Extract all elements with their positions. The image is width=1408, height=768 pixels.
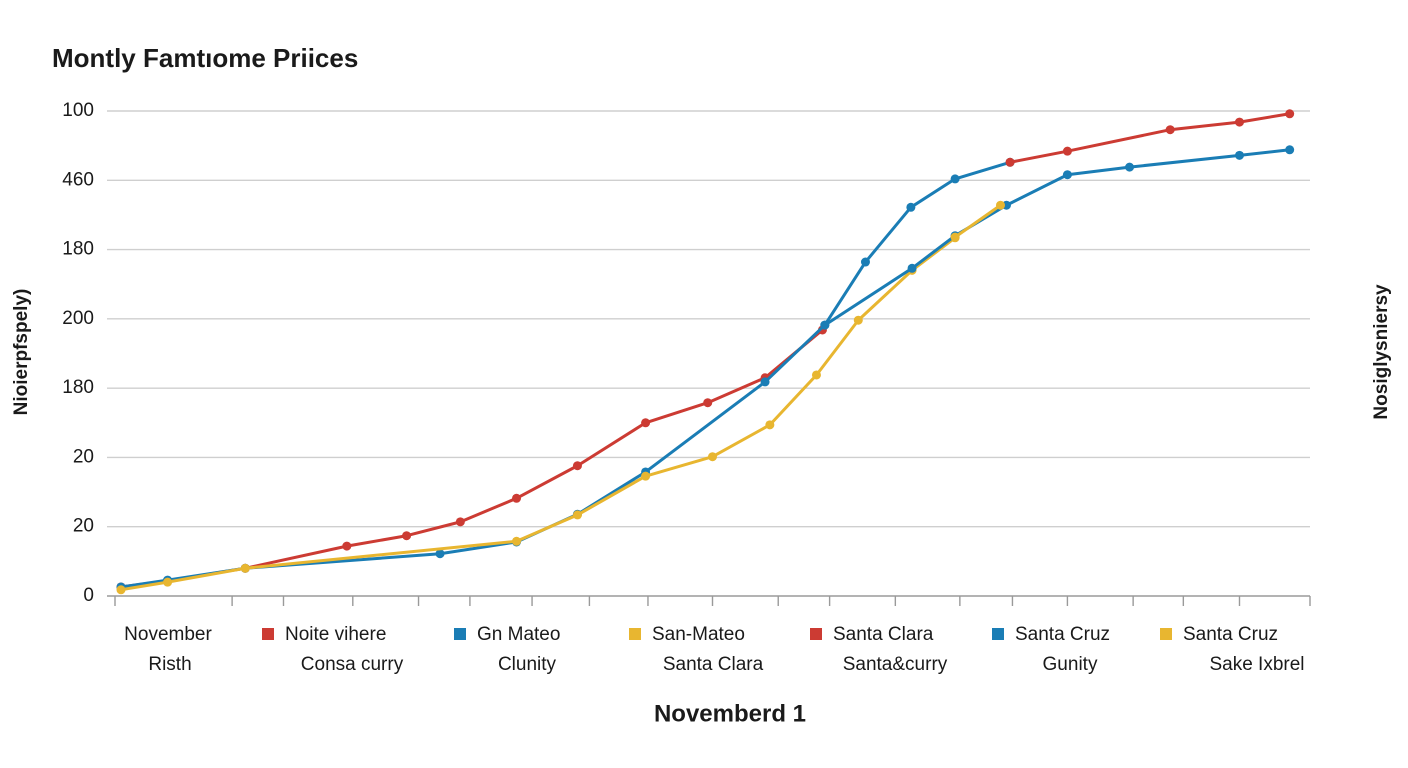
data-point	[950, 174, 960, 184]
data-point	[572, 510, 582, 520]
legend-swatch	[629, 628, 641, 640]
legend-label: Noite vihere	[285, 624, 386, 645]
data-point	[1234, 150, 1244, 160]
legend-label: Santa Cruz	[1015, 624, 1110, 645]
y2-axis-title: Nosiglysniersy	[1371, 284, 1392, 420]
legend-label: Clunity	[498, 654, 557, 675]
data-point	[853, 315, 863, 325]
data-point	[950, 232, 960, 242]
series-line	[120, 236, 956, 592]
legend-label: Sake Ixbrel	[1209, 654, 1304, 675]
series-line	[954, 204, 1002, 239]
y-axis-title: Nioierpfspely)	[11, 289, 32, 416]
data-point	[860, 257, 870, 267]
legend-label: Santa&curry	[843, 654, 948, 675]
data-point	[907, 263, 917, 273]
data-point	[163, 577, 173, 587]
legend-label: Santa Clara	[663, 654, 764, 675]
y-tick-label: 0	[83, 585, 94, 606]
data-point	[342, 541, 352, 551]
data-point	[1285, 145, 1295, 155]
data-point	[820, 320, 830, 330]
data-point	[240, 563, 250, 573]
data-point	[811, 370, 821, 380]
data-point	[641, 471, 651, 481]
legend-label: Santa Clara	[833, 624, 934, 645]
data-point	[1234, 117, 1244, 127]
data-point	[1062, 170, 1072, 180]
y-tick-label: 100	[62, 100, 94, 121]
data-point	[1062, 146, 1072, 156]
data-point	[760, 377, 770, 387]
legend-label: Consa curry	[301, 654, 404, 675]
x-category-label: November	[124, 624, 212, 645]
legend-swatch	[810, 628, 822, 640]
data-point	[512, 493, 522, 503]
data-point	[512, 536, 522, 546]
data-point	[455, 517, 465, 527]
legend-label: Gunity	[1043, 654, 1098, 675]
data-point	[116, 585, 126, 595]
y-tick-label: 20	[73, 446, 94, 467]
data-point	[765, 420, 775, 430]
legend-label: Gn Mateo	[477, 624, 560, 645]
y-tick-label: 180	[62, 239, 94, 260]
y-tick-label: 20	[73, 516, 94, 537]
legend-swatch	[1160, 628, 1172, 640]
data-point	[1125, 162, 1135, 172]
data-point	[906, 202, 916, 212]
legend-swatch	[454, 628, 466, 640]
y-tick-label: 460	[62, 169, 94, 190]
x-axis-title: Novemberd 1	[654, 700, 806, 727]
x-category-label: Risth	[148, 654, 191, 675]
data-point	[435, 549, 445, 559]
data-point	[572, 461, 582, 471]
legend-label: San-Mateo	[652, 624, 745, 645]
data-point	[641, 418, 651, 428]
data-point	[995, 200, 1005, 210]
chart-title: Montly Famtıome Priices	[52, 43, 358, 73]
data-point	[1285, 109, 1295, 119]
data-point	[1005, 157, 1015, 167]
data-point	[1165, 125, 1175, 135]
data-point	[402, 531, 412, 541]
legend-swatch	[262, 628, 274, 640]
series-line	[120, 160, 1011, 589]
data-point	[703, 398, 713, 408]
legend-label: Santa Cruz	[1183, 624, 1278, 645]
series-line	[824, 148, 1290, 327]
y-tick-label: 180	[62, 377, 94, 398]
legend-swatch	[992, 628, 1004, 640]
y-tick-label: 200	[62, 308, 94, 329]
data-point	[708, 452, 717, 462]
